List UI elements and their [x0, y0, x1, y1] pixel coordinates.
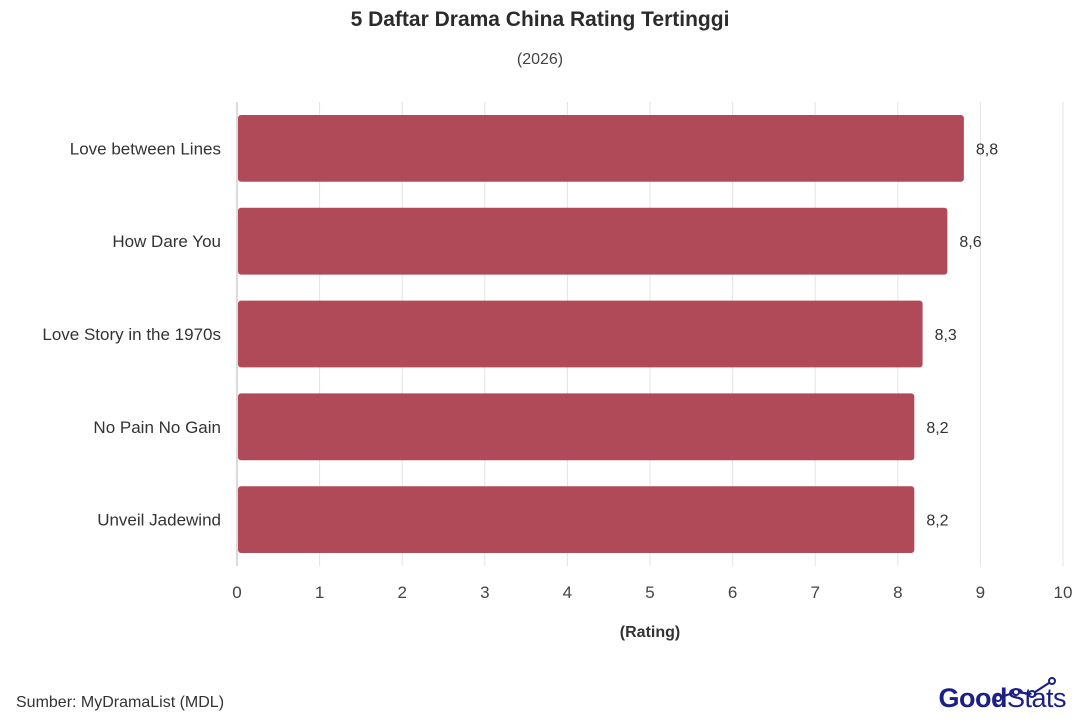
bar: [238, 207, 948, 275]
x-tick-label: 6: [728, 583, 737, 602]
bar: [238, 114, 964, 182]
x-tick-label: 0: [232, 583, 241, 602]
bar: [238, 393, 915, 461]
goodstats-logo: GoodStats: [906, 676, 1067, 716]
bar: [238, 300, 923, 368]
category-label: How Dare You: [112, 232, 221, 251]
logo-stats-text: Stats: [1006, 683, 1067, 713]
value-label: 8,6: [959, 234, 981, 251]
x-tick-label: 1: [315, 583, 324, 602]
value-label: 8,2: [926, 513, 948, 530]
x-tick-label: 3: [480, 583, 489, 602]
value-label: 8,8: [976, 141, 998, 158]
category-label: Unveil Jadewind: [97, 511, 221, 530]
x-axis-title: (Rating): [619, 624, 681, 641]
category-label: Love between Lines: [70, 139, 221, 158]
category-label: No Pain No Gain: [93, 418, 221, 437]
value-label: 8,2: [926, 420, 948, 437]
x-tick-label: 4: [563, 583, 572, 602]
x-tick-label: 8: [893, 583, 902, 602]
logo-good-text: Good: [938, 683, 1007, 713]
x-tick-label: 5: [645, 583, 654, 602]
value-label: 8,3: [935, 327, 957, 344]
bar-chart: 0 1 2 3 4 5 6 7 8 9 10 Love between Lines 8,8 How Dar…: [42, 102, 1073, 602]
source-note: Sumber: MyDramaList (MDL): [16, 694, 225, 711]
x-tick-label: 9: [976, 583, 985, 602]
chart-line-icon: [994, 677, 1056, 702]
x-tick-label: 10: [1054, 583, 1073, 602]
x-tick-label: 2: [397, 583, 406, 602]
category-label: Love Story in the 1970s: [42, 325, 221, 344]
chart-title: 5 Daftar Drama China Rating Tertinggi: [350, 8, 730, 31]
chart-subtitle: (2026): [516, 51, 564, 68]
x-tick-label: 7: [810, 583, 819, 602]
bar: [238, 486, 915, 554]
